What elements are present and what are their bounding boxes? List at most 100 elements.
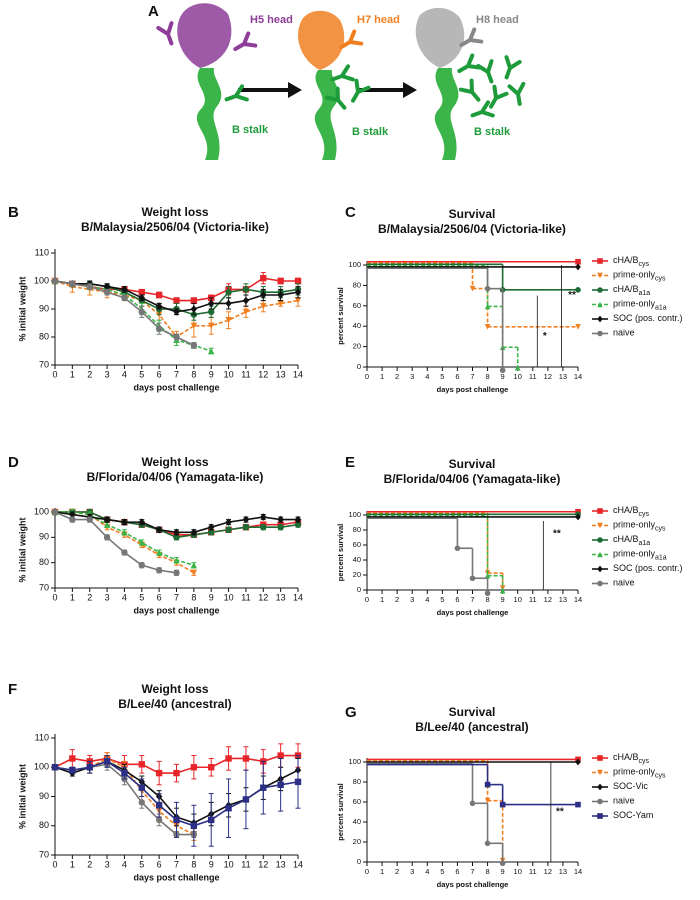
legend-subscript: cys [655,526,666,533]
marker [499,367,506,374]
x-tick-label: 0 [365,372,369,381]
legend-name: SOC-Yam [613,810,653,820]
y-tick-label: 80 [39,557,49,567]
x-tick-label: 7 [174,859,179,869]
marker [575,287,581,293]
marker [103,289,111,296]
y-tick-label: 90 [39,303,49,313]
marker [499,587,506,594]
stalk-label: B stalk [474,126,511,138]
marker [484,303,491,310]
marker [454,545,461,552]
x-tick-label: 6 [157,859,162,869]
x-tick-label: 0 [365,867,369,876]
y-tick-label: 90 [39,532,49,542]
x-tick-label: 5 [139,369,144,379]
legend-subscript: cys [639,758,650,765]
chart-title: Survival [449,705,496,719]
marker [597,551,603,558]
marker [103,282,111,291]
legend-name: SOC-Vic [613,781,648,791]
marker [190,342,198,349]
marker [208,299,215,308]
x-tick-label: 13 [276,369,286,379]
y-tick-label: 0 [357,857,361,866]
marker [260,291,267,299]
stalk [196,68,222,160]
x-axis-label: days post challenge [437,385,509,394]
marker [242,515,250,524]
legend-label: cHA/Bcys [613,752,650,765]
x-tick-label: 11 [529,372,537,381]
x-tick-label: 13 [559,867,567,876]
marker [499,801,506,808]
significance-label: ** [568,290,576,301]
x-tick-label: 1 [380,867,384,876]
marker [138,294,145,302]
marker [155,816,163,824]
marker [597,315,603,323]
marker [597,565,603,573]
x-tick-label: 5 [440,867,444,876]
panel-letter: F [8,681,17,698]
legend-label: prime-onlycys [613,270,666,283]
legend-name: cHA/B [613,255,639,265]
x-tick-label: 2 [395,372,399,381]
marker [277,752,284,759]
marker [173,556,180,564]
marker [138,308,145,315]
marker [277,524,284,531]
legend-name: cHA/B [613,505,639,515]
y-tick-label: 20 [353,342,361,351]
x-tick-label: 13 [559,595,567,604]
marker [597,522,603,529]
marker [155,567,163,574]
y-tick-label: 90 [39,791,49,801]
x-tick-label: 10 [514,595,522,604]
marker [69,755,76,762]
legend-label: naive [613,328,635,338]
marker [277,515,284,524]
marker [597,798,603,805]
x-tick-label: 1 [380,595,384,604]
stalk [434,68,459,160]
x-tick-label: 7 [174,592,179,602]
x-tick-label: 2 [87,369,92,379]
marker [69,510,76,519]
x-tick-label: 8 [191,592,196,602]
legend-subscript: cys [655,773,666,780]
marker [121,518,128,526]
y-axis-label: percent survival [336,783,345,841]
x-tick-label: 10 [224,592,234,602]
chart-title: Survival [449,207,496,221]
marker [469,575,476,582]
x-tick-label: 3 [105,369,110,379]
arrow-head [288,82,302,98]
x-tick-label: 7 [470,372,474,381]
stalk [314,70,339,160]
marker [190,562,198,569]
marker [138,289,145,296]
x-tick-label: 14 [293,369,303,379]
y-tick-label: 80 [39,331,49,341]
y-tick-label: 100 [34,762,49,772]
x-tick-label: 5 [139,859,144,869]
y-axis-label: percent survival [336,524,345,582]
marker [260,513,267,521]
legend-label: cHA/Bcys [613,505,650,518]
x-tick-label: 11 [241,859,250,869]
legend-label: prime-onlya1a [613,549,667,562]
y-tick-label: 40 [353,817,361,826]
legend-name: cHA/B [613,534,639,544]
legend-label: prime-onlycys [613,520,666,533]
head-label: H8 head [476,14,519,26]
marker [484,840,491,847]
legend-label: SOC (pos. contr.) [613,313,683,323]
marker [138,562,145,569]
marker [69,766,76,774]
legend-subscript: cys [639,511,650,518]
marker [208,322,215,329]
legend-name: cHA/B [613,284,639,294]
legend-subscript: cys [639,261,650,268]
marker [190,822,198,829]
